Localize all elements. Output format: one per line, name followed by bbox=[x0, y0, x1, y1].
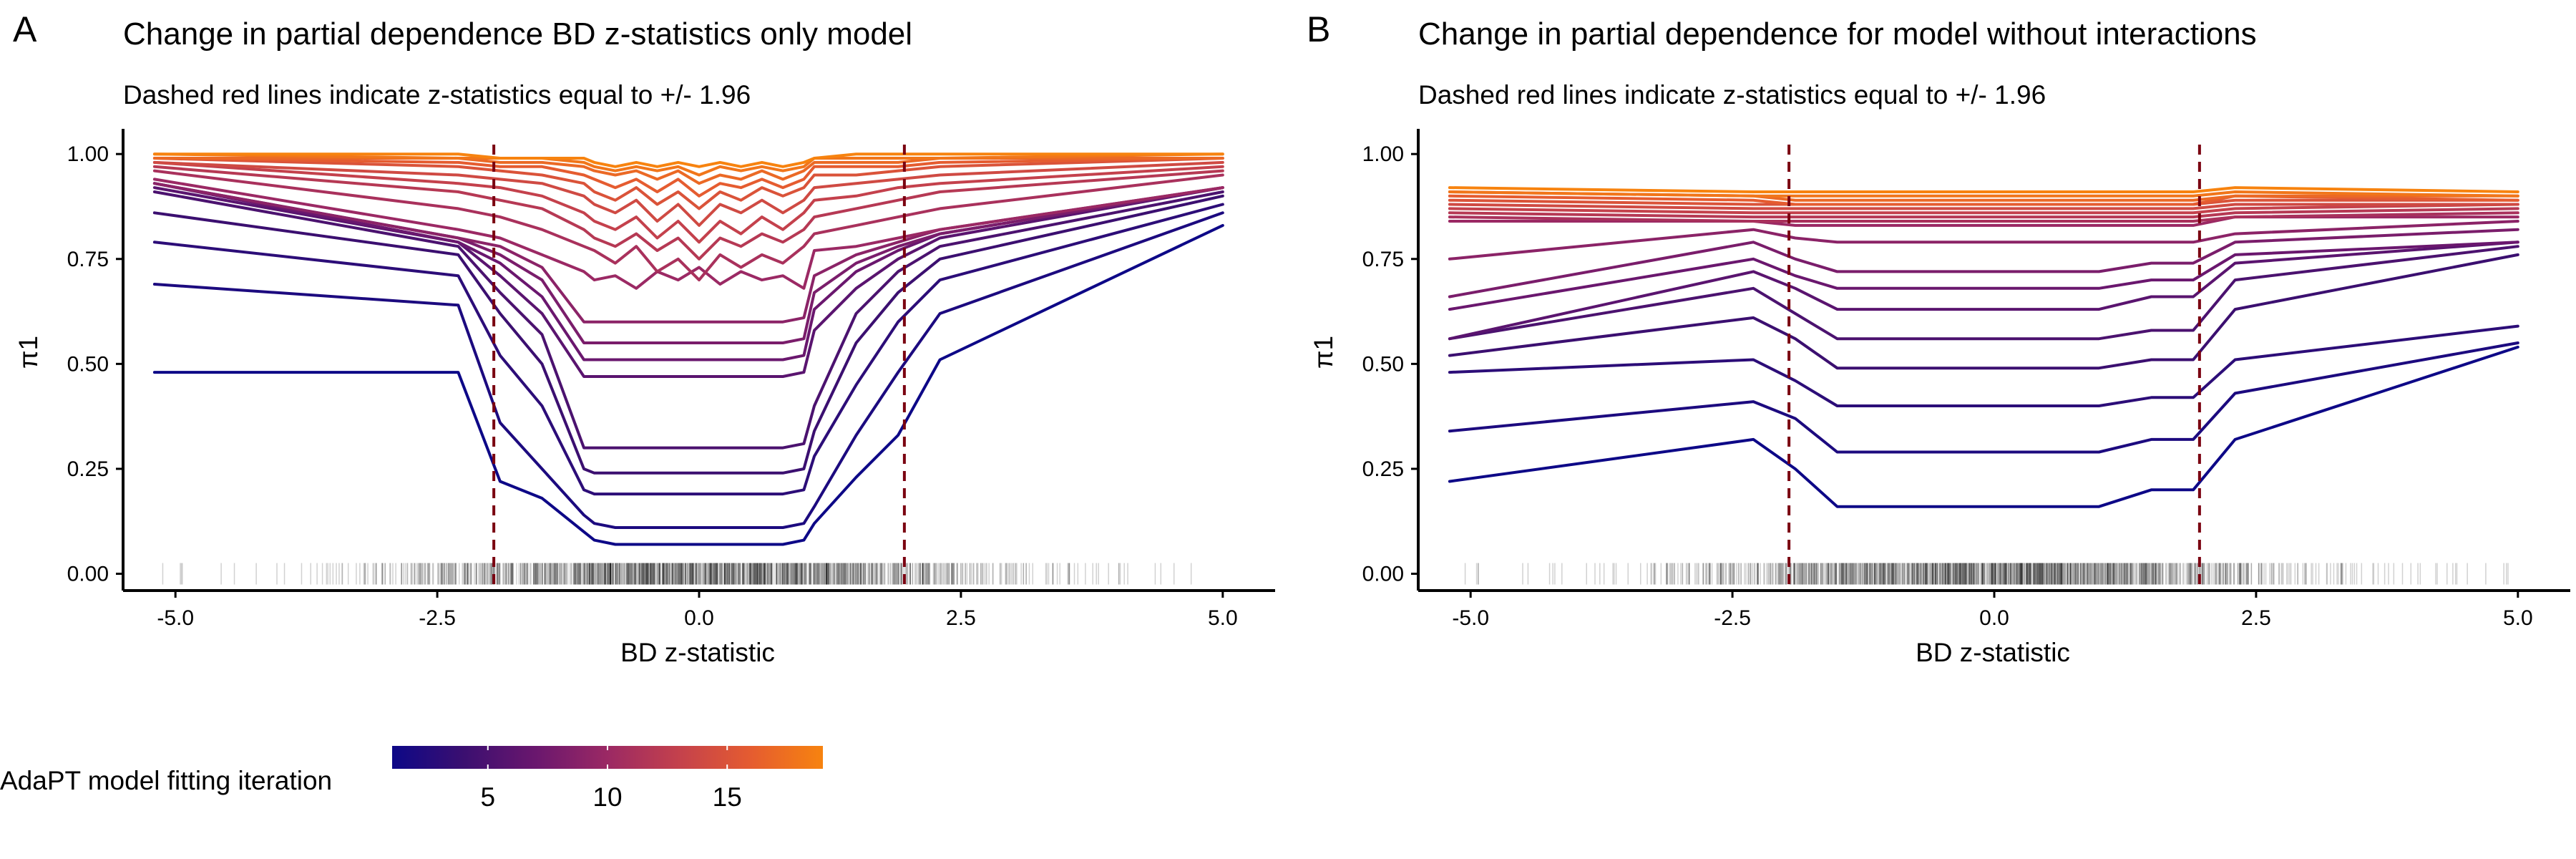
series-line-iteration-7 bbox=[152, 182, 1224, 361]
panel-b-y-axis-title: π1 bbox=[1309, 336, 1338, 369]
series-line-iteration-16 bbox=[152, 157, 1224, 198]
series-line-iteration-18 bbox=[1448, 190, 2519, 198]
panel-a-x-axis-title: BD z-statistic bbox=[620, 638, 775, 667]
series-line-iteration-4 bbox=[1448, 253, 2519, 370]
panel-b-plot: 0.00 0.25 0.50 0.75 1.00 -5.0 -2.5 0.0 2.5 5.0 bbox=[1362, 129, 2570, 630]
y-tick-label: 0.50 bbox=[67, 352, 109, 376]
panel-a-subtitle: Dashed red lines indicate z-statistics e… bbox=[123, 80, 751, 110]
series-line-iteration-14 bbox=[1448, 203, 2519, 210]
y-tick-label: 1.00 bbox=[1362, 142, 1404, 166]
legend-tick-label: 5 bbox=[480, 782, 495, 812]
series-line-iteration-4 bbox=[152, 194, 1224, 475]
x-tick-label: 5.0 bbox=[1208, 606, 1238, 630]
legend-title: AdaPT model fitting iteration bbox=[0, 766, 332, 795]
panel-b-y-axis-title-text: π1 bbox=[1309, 336, 1338, 369]
x-tick-label: -2.5 bbox=[1714, 606, 1751, 630]
series-line-iteration-2 bbox=[152, 211, 1224, 529]
x-tick-label: 0.0 bbox=[1979, 606, 2009, 630]
series-line-iteration-1 bbox=[1448, 345, 2519, 508]
panel-a: A Change in partial dependence BD z-stat… bbox=[13, 9, 1275, 667]
y-tick-label: 0.50 bbox=[1362, 352, 1404, 376]
series-line-iteration-14 bbox=[152, 160, 1224, 227]
series-line-iteration-5 bbox=[152, 190, 1224, 450]
x-tick-label: 5.0 bbox=[2503, 606, 2533, 630]
panel-a-title: Change in partial dependence BD z-statis… bbox=[123, 16, 912, 52]
panel-b-letter: B bbox=[1307, 9, 1330, 49]
series-line-iteration-13 bbox=[1448, 203, 2519, 215]
panel-b: B Change in partial dependence for model… bbox=[1307, 9, 2570, 667]
rug bbox=[1464, 563, 2509, 585]
y-tick-label: 0.00 bbox=[1362, 563, 1404, 586]
x-tick-label: -2.5 bbox=[419, 606, 456, 630]
panel-b-subtitle: Dashed red lines indicate z-statistics e… bbox=[1418, 80, 2046, 110]
series-line-iteration-17 bbox=[152, 157, 1224, 185]
x-tick-label: 0.0 bbox=[684, 606, 714, 630]
panel-a-y-axis-title: π1 bbox=[14, 336, 43, 369]
x-tick-label: -5.0 bbox=[157, 606, 194, 630]
x-tick-label: 2.5 bbox=[946, 606, 976, 630]
rug bbox=[162, 563, 1192, 585]
series-line-iteration-3 bbox=[1448, 324, 2519, 407]
x-tick-label: -5.0 bbox=[1452, 606, 1489, 630]
y-tick-label: 0.00 bbox=[67, 563, 109, 586]
x-tick-label: 2.5 bbox=[2241, 606, 2271, 630]
y-tick-label: 0.75 bbox=[1362, 248, 1404, 271]
series-line-iteration-6 bbox=[152, 186, 1224, 378]
series-line-iteration-13 bbox=[152, 160, 1224, 244]
panel-a-letter: A bbox=[13, 9, 37, 49]
series-group bbox=[152, 152, 1224, 546]
series-line-iteration-15 bbox=[152, 157, 1224, 210]
series-line-iteration-12 bbox=[1448, 207, 2519, 219]
series-group bbox=[1448, 186, 2519, 508]
series-line-iteration-2 bbox=[1448, 341, 2519, 454]
series-line-iteration-8 bbox=[1448, 228, 2519, 299]
series-line-iteration-10 bbox=[152, 178, 1224, 290]
series-line-iteration-9 bbox=[1448, 220, 2519, 261]
legend-tick-label: 15 bbox=[713, 782, 742, 812]
panel-b-x-axis-title: BD z-statistic bbox=[1916, 638, 2070, 667]
y-tick-label: 1.00 bbox=[67, 142, 109, 166]
series-line-iteration-11 bbox=[1448, 211, 2519, 223]
panel-a-plot: 0.00 0.25 0.50 0.75 1.00 -5.0 -2.5 0.0 2.5 5.0 bbox=[67, 129, 1275, 630]
y-tick-label: 0.25 bbox=[1362, 457, 1404, 481]
series-line-iteration-6 bbox=[1448, 241, 2519, 341]
legend: AdaPT model fitting iteration 5 10 15 bbox=[0, 746, 823, 812]
series-line-iteration-19 bbox=[1448, 186, 2519, 193]
series-line-iteration-3 bbox=[152, 203, 1224, 496]
legend-tick-label: 10 bbox=[592, 782, 622, 812]
series-line-iteration-19 bbox=[152, 152, 1224, 168]
legend-ticks: 5 10 15 bbox=[480, 746, 742, 812]
y-tick-label: 0.75 bbox=[67, 248, 109, 271]
series-line-iteration-11 bbox=[152, 169, 1224, 282]
series-line-iteration-5 bbox=[1448, 245, 2519, 341]
panel-b-title: Change in partial dependence for model w… bbox=[1418, 16, 2257, 52]
series-line-iteration-12 bbox=[152, 165, 1224, 261]
y-tick-label: 0.25 bbox=[67, 457, 109, 481]
series-line-iteration-7 bbox=[1448, 241, 2519, 311]
series-line-iteration-9 bbox=[152, 182, 1224, 324]
panel-a-y-axis-title-text: π1 bbox=[14, 336, 43, 369]
series-line-iteration-1 bbox=[152, 223, 1224, 546]
series-line-iteration-8 bbox=[152, 182, 1224, 344]
